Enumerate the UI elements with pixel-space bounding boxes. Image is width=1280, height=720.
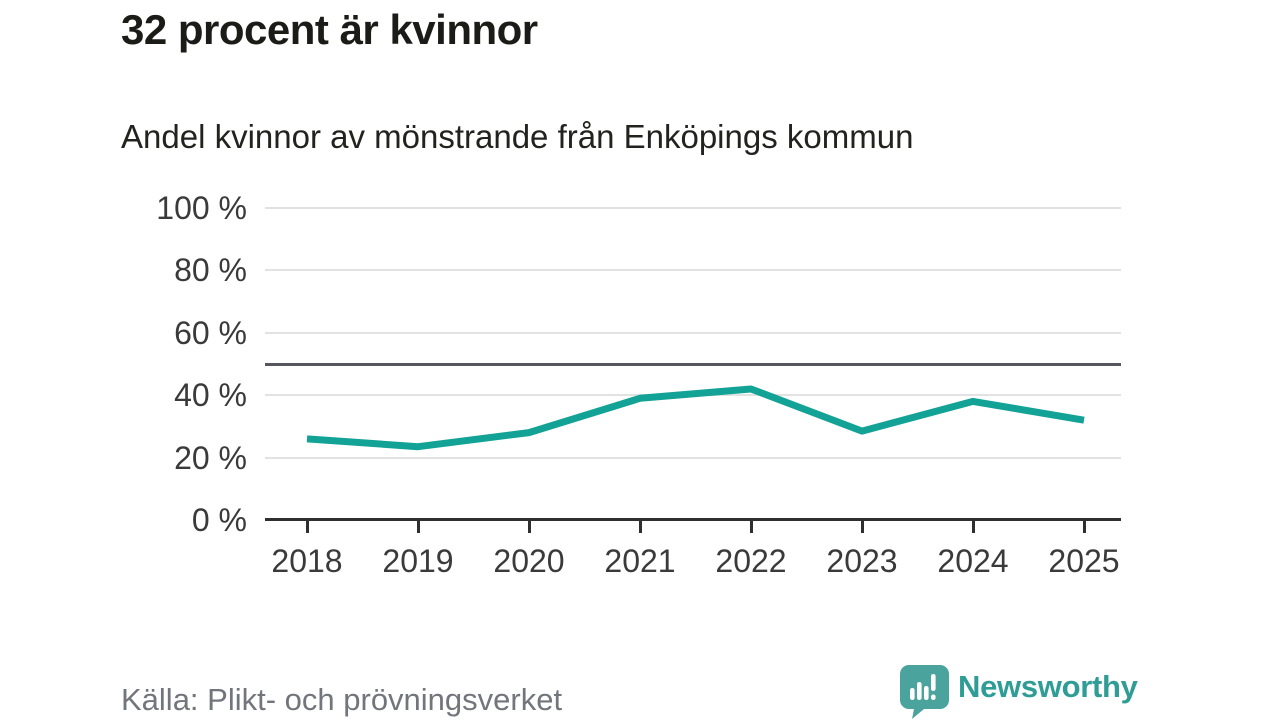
gridline-60 [265,331,1121,334]
data-line-layer [306,385,1085,451]
y-tick-label: 0 % [191,502,247,538]
x-axis-line [265,518,1121,521]
plot-area: 2018 2019 2020 2021 2022 2023 2024 2025 [265,207,1121,579]
gridline-100 [265,207,1121,209]
x-tick [749,521,753,533]
y-tick-label: 80 % [174,252,247,289]
logo-bar-short [910,688,915,700]
x-tick-label: 2024 [937,543,1009,579]
x-tick [527,521,531,533]
gridline-80 [265,269,1121,272]
logo-exclamation-dot [931,694,936,700]
source-note: Källa: Plikt- och prövningsverket [121,682,563,717]
data-line [306,385,1085,451]
x-tick-label: 2018 [271,543,343,579]
x-tick-label: 2022 [715,543,787,579]
y-tick-label: 40 % [174,377,247,414]
logo-exclamation-bar [931,674,936,691]
chart-subtitle: Andel kvinnor av mönstrande från Enköpin… [121,118,914,155]
logo-bar-medium [924,686,929,700]
reference-line-50 [265,362,1121,366]
x-tick-label: 2020 [493,543,565,579]
x-tick [1082,521,1086,533]
x-tick-label: 2021 [604,543,676,579]
y-axis: 0 % 20 % 40 % 60 % 80 % 100 % [0,190,247,538]
x-tick [860,521,864,533]
newsworthy-wordmark: Newsworthy [958,669,1138,704]
x-tick [305,521,309,533]
x-tick-label: 2023 [826,543,898,579]
x-tick-label: 2019 [382,543,454,579]
x-tick [971,521,975,533]
x-tick [638,521,642,533]
x-tick-label: 2025 [1048,543,1120,579]
newsworthy-logo-icon [900,665,949,719]
y-tick-label: 60 % [174,314,247,351]
gridline-20 [265,456,1121,459]
y-tick-label: 20 % [174,439,247,476]
y-tick-label: 100 % [156,190,247,226]
x-tick [416,521,420,533]
logo-bar-tall [917,682,922,700]
chart-title: 32 procent är kvinnor [121,6,538,53]
